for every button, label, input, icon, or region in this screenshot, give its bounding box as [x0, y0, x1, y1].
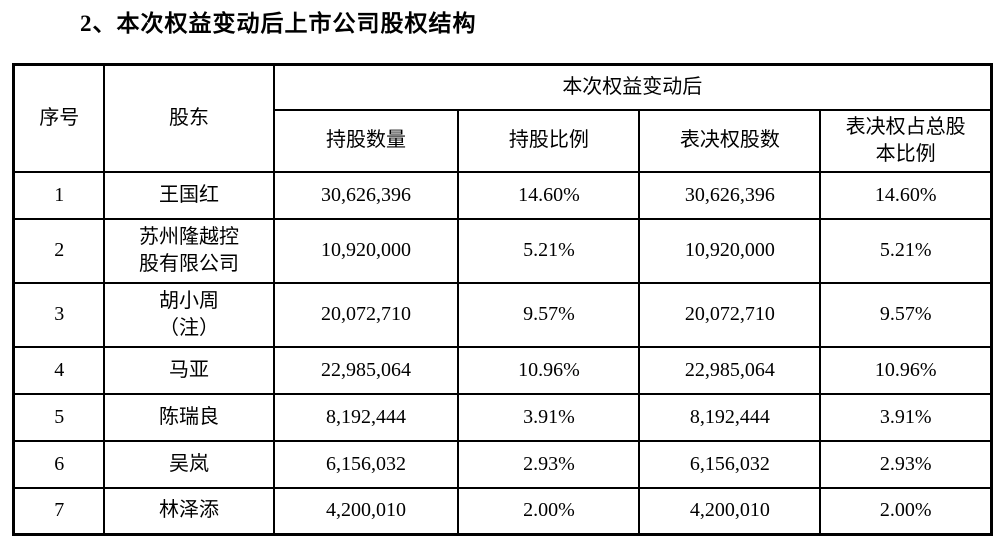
cell-index: 2 — [12, 217, 106, 284]
cell-index: 4 — [12, 345, 106, 395]
cell-voting-ratio: 2.93% — [819, 439, 993, 489]
table-row: 1 王国红 30,626,396 14.60% 30,626,396 14.60… — [12, 170, 993, 220]
header-index: 序号 — [12, 63, 106, 173]
cell-shares: 20,072,710 — [272, 281, 460, 348]
cell-voting-ratio: 3.91% — [819, 392, 993, 442]
cell-shareholder: 陈瑞良 — [103, 392, 275, 442]
cell-ratio: 9.57% — [457, 281, 641, 348]
cell-shareholder: 马亚 — [103, 345, 275, 395]
cell-shareholder: 胡小周 （注） — [103, 281, 275, 348]
header-row-sub: 持股数量 持股比例 表决权股数 表决权占总股 本比例 — [14, 108, 993, 173]
table-row: 2 苏州隆越控 股有限公司 10,920,000 5.21% 10,920,00… — [12, 217, 993, 284]
cell-voting-shares: 30,626,396 — [638, 170, 822, 220]
cell-voting-shares: 6,156,032 — [638, 439, 822, 489]
header-voting-shares: 表决权股数 — [638, 108, 822, 173]
cell-voting-shares: 8,192,444 — [638, 392, 822, 442]
cell-voting-ratio: 10.96% — [819, 345, 993, 395]
cell-ratio: 5.21% — [457, 217, 641, 284]
cell-voting-ratio: 2.00% — [819, 486, 993, 536]
cell-voting-shares: 4,200,010 — [638, 486, 822, 536]
cell-shares: 10,920,000 — [272, 217, 460, 284]
cell-shareholder: 吴岚 — [103, 439, 275, 489]
table-row: 4 马亚 22,985,064 10.96% 22,985,064 10.96% — [12, 345, 993, 395]
header-row-group: 序号 股东 本次权益变动后 — [12, 63, 993, 173]
cell-shares: 4,200,010 — [272, 486, 460, 536]
cell-shareholder: 王国红 — [103, 170, 275, 220]
cell-ratio: 2.93% — [457, 439, 641, 489]
cell-ratio: 3.91% — [457, 392, 641, 442]
header-group-after-change: 本次权益变动后 — [272, 63, 993, 111]
cell-voting-ratio: 9.57% — [819, 281, 993, 348]
cell-shares: 22,985,064 — [272, 345, 460, 395]
header-voting-ratio: 表决权占总股 本比例 — [819, 108, 993, 173]
cell-index: 1 — [12, 170, 106, 220]
cell-shareholder: 苏州隆越控 股有限公司 — [103, 217, 275, 284]
cell-ratio: 2.00% — [457, 486, 641, 536]
cell-voting-ratio: 14.60% — [819, 170, 993, 220]
cell-shares: 8,192,444 — [272, 392, 460, 442]
cell-voting-ratio: 5.21% — [819, 217, 993, 284]
header-share-ratio: 持股比例 — [457, 108, 641, 173]
shareholding-table: 序号 股东 本次权益变动后 持股数量 持股比例 表决权股数 表决权占总股 本比例… — [12, 63, 993, 536]
cell-shareholder: 林泽添 — [103, 486, 275, 536]
cell-index: 3 — [12, 281, 106, 348]
table-row: 6 吴岚 6,156,032 2.93% 6,156,032 2.93% — [12, 439, 993, 489]
cell-index: 7 — [12, 486, 106, 536]
cell-index: 6 — [12, 439, 106, 489]
cell-voting-shares: 10,920,000 — [638, 217, 822, 284]
cell-voting-shares: 20,072,710 — [638, 281, 822, 348]
table-row: 3 胡小周 （注） 20,072,710 9.57% 20,072,710 9.… — [12, 281, 993, 348]
cell-shares: 6,156,032 — [272, 439, 460, 489]
cell-ratio: 14.60% — [457, 170, 641, 220]
cell-index: 5 — [12, 392, 106, 442]
cell-ratio: 10.96% — [457, 345, 641, 395]
section-title: 2、本次权益变动后上市公司股权结构 — [80, 11, 477, 36]
table-row: 5 陈瑞良 8,192,444 3.91% 8,192,444 3.91% — [12, 392, 993, 442]
header-shareholder: 股东 — [103, 63, 275, 173]
table-row: 7 林泽添 4,200,010 2.00% 4,200,010 2.00% — [12, 486, 993, 536]
cell-shares: 30,626,396 — [272, 170, 460, 220]
header-shares: 持股数量 — [272, 108, 460, 173]
cell-voting-shares: 22,985,064 — [638, 345, 822, 395]
